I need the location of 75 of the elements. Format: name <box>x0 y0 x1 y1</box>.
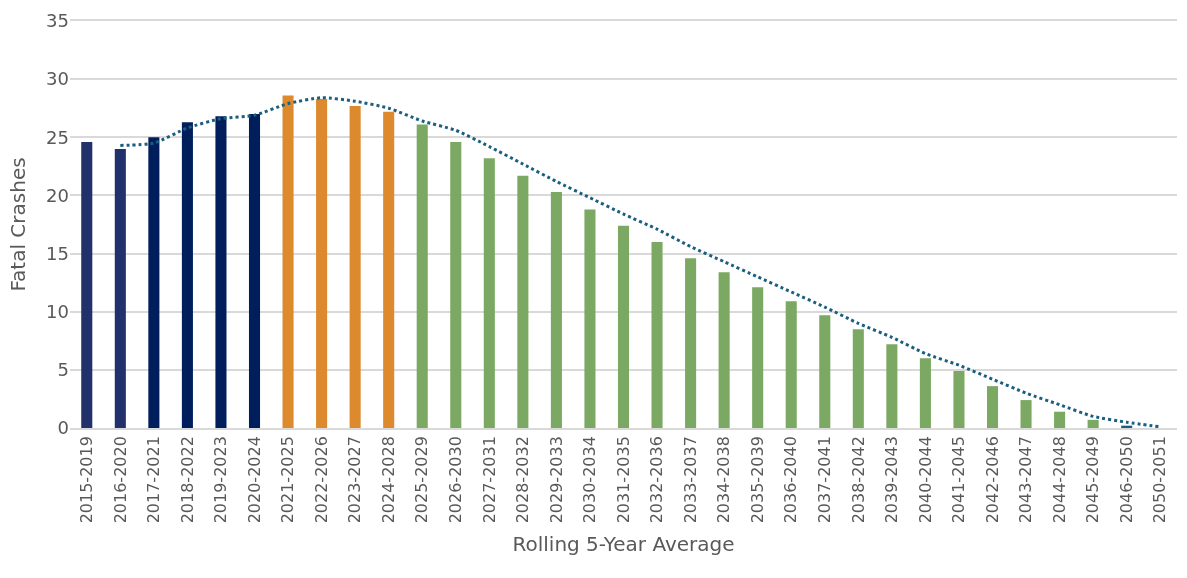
x-tick-label: 2036-2040 <box>781 436 801 524</box>
x-tick-label: 2042-2046 <box>982 436 1002 524</box>
y-tick-label: 35 <box>46 10 69 32</box>
x-tick-label: 2022-2026 <box>311 436 331 524</box>
bar <box>383 111 395 428</box>
x-tick-label: 2015-2019 <box>76 436 96 524</box>
x-tick-label: 2039-2043 <box>882 436 902 524</box>
bar <box>1020 400 1032 428</box>
line-series <box>118 96 1162 428</box>
x-tick-label: 2043-2047 <box>1016 436 1036 524</box>
bar <box>819 315 831 428</box>
x-tick-label: 2025-2029 <box>412 436 432 524</box>
bar <box>953 371 965 428</box>
bar <box>617 225 630 428</box>
x-tick-label: 2023-2027 <box>345 436 365 524</box>
y-tick-label: 20 <box>46 184 69 206</box>
y-tick-label: 0 <box>57 417 69 439</box>
x-tick-label: 2028-2032 <box>513 436 533 524</box>
bar <box>785 301 797 428</box>
bar <box>282 95 294 428</box>
x-axis-title: Rolling 5-Year Average <box>512 532 735 557</box>
x-tick-label: 2037-2041 <box>814 436 834 524</box>
x-tick-label: 2034-2038 <box>714 436 734 524</box>
bar <box>718 272 730 428</box>
x-tick-label: 2029-2033 <box>546 436 566 524</box>
bar <box>651 241 663 428</box>
bar <box>1087 419 1099 428</box>
bar <box>114 148 126 428</box>
x-tick-label: 2050-2051 <box>1150 436 1170 524</box>
y-tick-label: 10 <box>46 301 69 323</box>
bar <box>148 137 160 428</box>
bar <box>450 141 462 428</box>
x-tick-label: 2017-2021 <box>144 436 164 524</box>
x-tick-label: 2030-2034 <box>580 436 600 524</box>
y-tick-label: 30 <box>46 68 69 90</box>
x-tick-label: 2026-2030 <box>445 436 465 524</box>
bar <box>181 122 193 428</box>
x-tick-label: 2018-2022 <box>177 436 197 524</box>
bar <box>752 287 764 428</box>
x-tick-label: 2019-2023 <box>211 436 231 524</box>
x-tick-label: 2027-2031 <box>479 436 499 524</box>
x-tick-label: 2041-2045 <box>949 436 969 524</box>
bar <box>986 386 999 428</box>
bar <box>215 116 227 428</box>
y-tick-label: 15 <box>46 242 69 264</box>
bar <box>919 358 931 428</box>
y-tick-label: 25 <box>46 126 69 148</box>
bar <box>483 158 495 428</box>
bar <box>550 191 562 428</box>
x-tick-label: 2024-2028 <box>378 436 398 524</box>
x-tick-label: 2045-2049 <box>1083 436 1103 524</box>
bar <box>852 329 864 428</box>
x-tick-label: 2044-2048 <box>1049 436 1069 524</box>
x-tick-label: 2020-2024 <box>244 436 264 524</box>
x-tick-label: 2035-2039 <box>747 436 767 524</box>
x-tick-label: 2021-2025 <box>278 436 298 524</box>
bar <box>1054 411 1066 428</box>
x-tick-label: 2040-2044 <box>915 436 935 524</box>
x-tick-label: 2032-2036 <box>647 436 667 524</box>
bar <box>349 105 361 428</box>
x-tick-label: 2033-2037 <box>680 436 700 524</box>
bar <box>685 258 697 428</box>
bar <box>584 209 596 428</box>
x-tick-label: 2031-2035 <box>613 436 633 524</box>
y-axis-title: Fatal Crashes <box>5 157 30 292</box>
bar <box>416 124 428 428</box>
bar <box>517 175 529 428</box>
bar <box>316 98 328 428</box>
y-tick-label: 5 <box>57 359 69 381</box>
x-tick-label: 2038-2042 <box>848 436 868 524</box>
bar <box>886 344 898 428</box>
x-tick-label: 2046-2050 <box>1116 436 1136 524</box>
bar <box>248 114 261 428</box>
x-tick-label: 2016-2020 <box>110 436 130 524</box>
bar <box>81 141 93 428</box>
